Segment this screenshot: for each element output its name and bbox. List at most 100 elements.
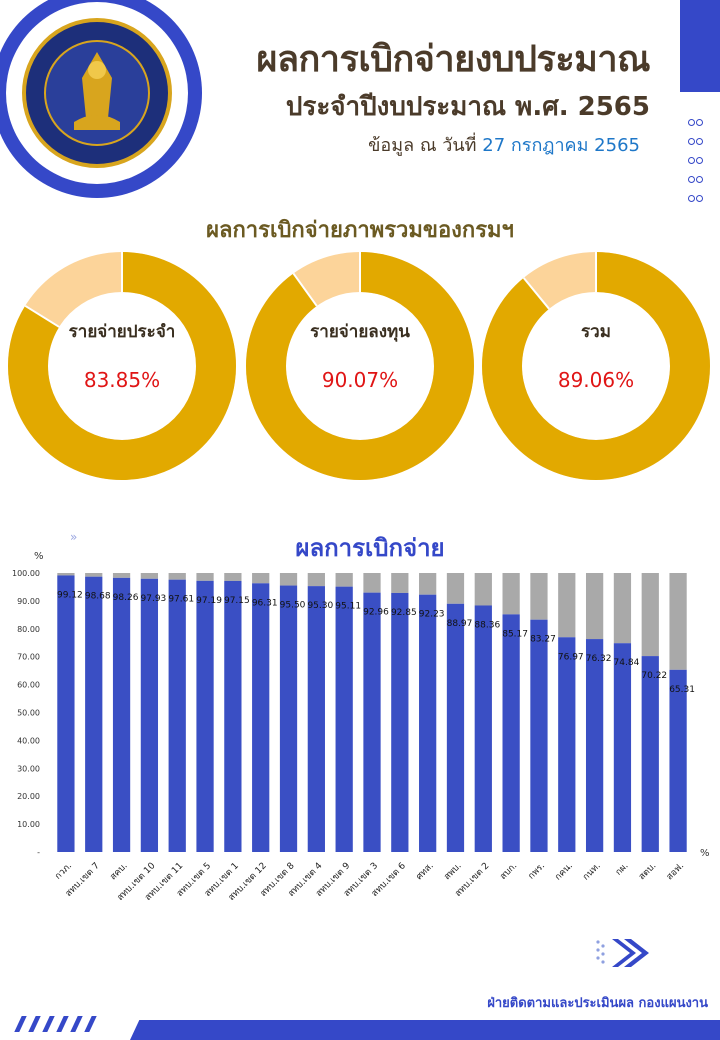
- bar-value-label: 88.36: [474, 620, 500, 630]
- x-tick-label: กนท.: [581, 861, 603, 883]
- donut-chart-1: [246, 252, 474, 480]
- bar-remaining: [585, 573, 604, 640]
- y-tick-label: 80.00: [17, 625, 40, 634]
- bar-remaining: [224, 573, 242, 581]
- donut-separator: [24, 304, 60, 328]
- donut-chart-2: [482, 252, 710, 480]
- donut-label: รายจ่ายลงทุน: [310, 322, 410, 342]
- decorative-dots: [688, 114, 708, 209]
- bar-value-label: 83.27: [530, 635, 556, 645]
- bar-value-label: 98.68: [85, 592, 111, 602]
- footer-text: ฝ่ายติดตามและประเมินผล กองแผนงาน: [487, 996, 708, 1011]
- footer-bar: [130, 1020, 720, 1040]
- bar: [585, 639, 604, 852]
- bar: [419, 594, 437, 852]
- bar: [140, 578, 159, 852]
- bar-remaining: [419, 573, 437, 595]
- as-of-label: ข้อมูล ณ วันที่: [368, 135, 477, 156]
- corner-block: [680, 0, 720, 92]
- bar: [224, 580, 242, 852]
- arrow-icon: [596, 939, 649, 967]
- donut-separator: [522, 277, 550, 310]
- x-tick-label: กผ.: [614, 861, 631, 878]
- bar: [641, 656, 659, 852]
- department-logo: [22, 18, 172, 168]
- bar: [558, 637, 576, 852]
- y-tick-label: -: [37, 848, 40, 857]
- bar: [279, 585, 298, 852]
- bar-value-label: 88.97: [447, 619, 473, 629]
- y-tick-label: 60.00: [17, 681, 40, 690]
- donut-label: รายจ่ายประจำ: [68, 322, 176, 342]
- bar-value-label: 98.26: [113, 593, 139, 603]
- bar-remaining: [57, 573, 75, 576]
- x-tick-label: กคน.: [553, 861, 575, 883]
- bar-value-label: 76.97: [558, 652, 584, 662]
- bar-value-label: 85.17: [502, 629, 528, 639]
- bar: [530, 619, 548, 852]
- bar-remaining: [669, 573, 687, 670]
- bar-remaining: [252, 573, 270, 584]
- bar: [391, 592, 409, 852]
- chart-title: ผลการเบิกจ่าย: [295, 534, 445, 562]
- donut-chart-0: [8, 252, 236, 480]
- x-tick-label: สพบ.: [442, 861, 463, 882]
- bar-remaining: [279, 573, 298, 586]
- bar-remaining: [391, 573, 409, 593]
- donut-label: รวม: [581, 322, 611, 342]
- bar-remaining: [446, 573, 465, 604]
- x-tick-label: กพร.: [527, 861, 548, 882]
- bar: [168, 579, 186, 852]
- y-tick-label: 100.00: [12, 569, 40, 578]
- donut-value: 89.06%: [557, 368, 635, 392]
- y-tick-label: 70.00: [17, 653, 40, 662]
- bar-value-label: 95.30: [307, 601, 333, 611]
- as-of-date: ข้อมูล ณ วันที่ 27 กรกฎาคม 2565: [250, 130, 640, 159]
- x-tick-label: สตบ.: [637, 861, 658, 882]
- y-tick-label: 10.00: [17, 820, 40, 829]
- bar-remaining: [85, 573, 103, 577]
- x-tick-label: สคบ.: [108, 861, 129, 882]
- bar-remaining: [558, 573, 576, 638]
- donut-regular: รายจ่ายประจำ 83.85%: [6, 250, 238, 482]
- bar-value-label: 97.93: [141, 594, 167, 604]
- x-axis-unit: %: [700, 848, 710, 859]
- bar-remaining: [363, 573, 381, 593]
- donut-value: 83.85%: [83, 368, 161, 392]
- bar: [57, 575, 75, 852]
- x-tick-label: สอฟ.: [665, 861, 686, 882]
- y-axis-unit: %: [34, 551, 44, 562]
- bar-value-label: 76.32: [586, 654, 612, 664]
- donut-separator: [292, 272, 318, 307]
- bar: [85, 576, 103, 852]
- bar-value-label: 74.84: [614, 658, 640, 668]
- page-title: ผลการเบิกจ่ายงบประมาณ: [256, 39, 650, 80]
- bar: [112, 577, 131, 852]
- y-tick-label: 50.00: [17, 709, 40, 718]
- bar-value-label: 65.31: [669, 685, 695, 695]
- bar: [307, 586, 325, 852]
- bar: [335, 586, 353, 852]
- bar-value-label: 70.22: [641, 671, 667, 681]
- bar-remaining: [613, 573, 632, 644]
- bar: [669, 669, 687, 852]
- bar: [613, 643, 632, 852]
- bar-value-label: 92.96: [363, 608, 389, 618]
- page-subtitle: ประจำปีงบประมาณ พ.ศ. 2565: [285, 92, 650, 122]
- bar: [196, 580, 214, 852]
- bar: [502, 614, 520, 852]
- bar-remaining: [502, 573, 520, 615]
- bar-remaining: [112, 573, 131, 578]
- bar: [446, 603, 465, 852]
- donut-filled-slice: [482, 252, 710, 480]
- bar-value-label: 99.12: [57, 590, 83, 600]
- y-tick-label: 40.00: [17, 736, 40, 745]
- x-tick-label: สบก.: [498, 861, 519, 882]
- bar-value-label: 92.85: [391, 608, 417, 618]
- y-tick-label: 90.00: [17, 597, 40, 606]
- bar: [252, 583, 270, 852]
- y-tick-label: 30.00: [17, 764, 40, 773]
- chevron-icon: »: [70, 530, 78, 544]
- donut-filled-slice: [246, 252, 474, 480]
- overview-title: ผลการเบิกจ่ายภาพรวมของกรมฯ: [206, 218, 514, 243]
